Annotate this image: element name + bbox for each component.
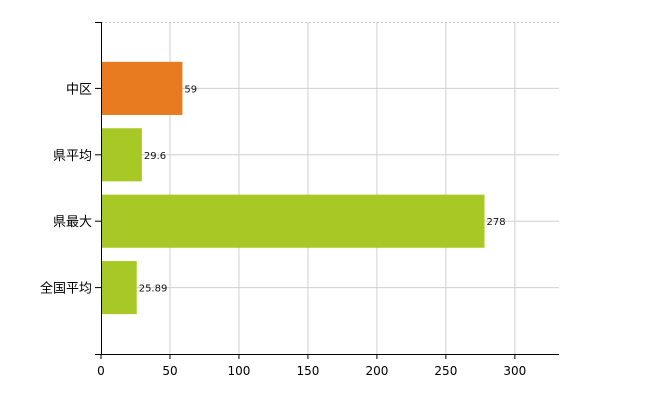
bar <box>101 61 183 115</box>
x-tick-label: 150 <box>296 364 319 378</box>
x-tick-label: 0 <box>97 364 105 378</box>
bar <box>101 194 485 248</box>
data-label: 29.6 <box>144 151 166 162</box>
x-tick-label: 100 <box>227 364 250 378</box>
data-label: 278 <box>487 217 506 228</box>
bar <box>101 128 142 182</box>
x-tick-label: 250 <box>434 364 457 378</box>
data-label: 59 <box>184 84 197 95</box>
y-tick-label: 全国平均 <box>40 281 92 297</box>
x-tick-label: 200 <box>365 364 388 378</box>
y-tick-label: 中区 <box>66 82 92 97</box>
data-label: 25.89 <box>139 284 168 295</box>
x-tick-label: 300 <box>503 364 526 378</box>
bar <box>101 261 137 315</box>
y-tick-label: 県平均 <box>53 149 92 164</box>
x-tick-label: 50 <box>162 364 177 378</box>
y-tick-label: 県最大 <box>53 215 92 230</box>
